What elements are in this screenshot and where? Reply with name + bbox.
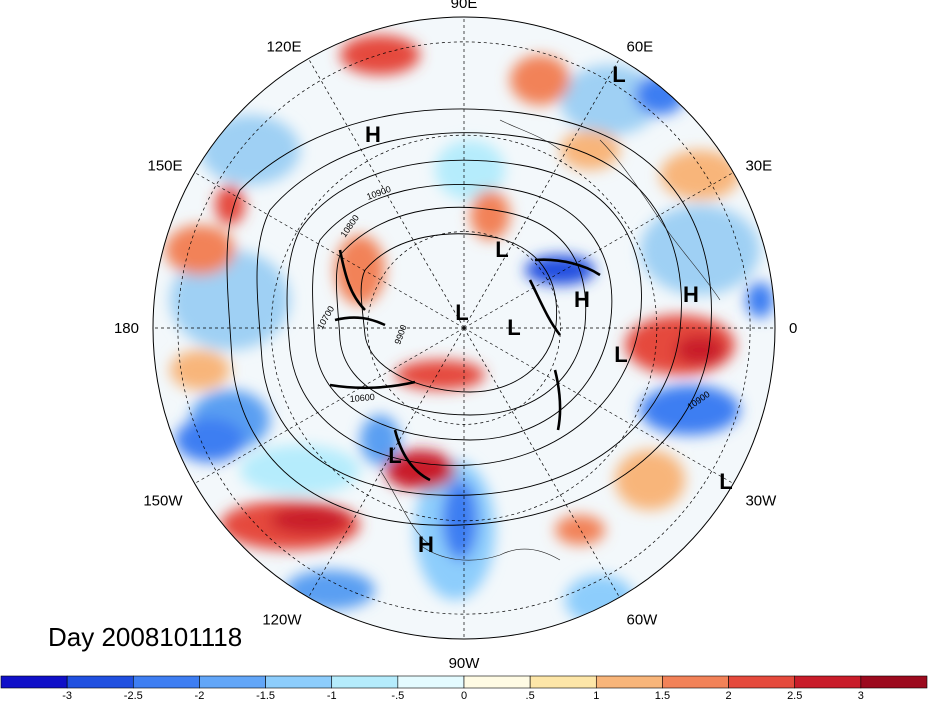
- colorbar-tick-label: -1: [327, 690, 337, 702]
- meridian-line: [463, 327, 734, 484]
- meridian-line: [463, 172, 734, 329]
- colorbar-tick-label: 1: [593, 690, 599, 702]
- colorbar-tick-label: -2.5: [124, 690, 143, 702]
- colorbar-swatch: [132, 675, 200, 689]
- low-pressure-center: L: [455, 300, 468, 325]
- colorbar-swatch: [331, 675, 399, 689]
- colorbar-tick-label: -3: [62, 690, 72, 702]
- jet-streaks: [329, 249, 601, 482]
- colorbar-tick-label: -1.5: [256, 690, 275, 702]
- colorbar-tick-label: .5: [526, 690, 535, 702]
- longitude-label: 90W: [449, 655, 481, 672]
- high-pressure-center: H: [365, 122, 381, 147]
- longitude-label: 30W: [745, 493, 777, 510]
- low-pressure-center: L: [612, 62, 625, 87]
- low-pressure-center: L: [507, 315, 520, 340]
- colorbar-tick-label: 0: [461, 690, 467, 702]
- colorbar-tick-label: 2: [726, 690, 732, 702]
- colorbar-swatch: [199, 675, 266, 689]
- pressure-centers: L H L H H L L L L H L: [365, 62, 733, 557]
- meridian-line: [463, 58, 620, 329]
- graticule: [153, 17, 775, 639]
- colorbar-swatch: [860, 675, 928, 689]
- meridian-line: [463, 327, 620, 598]
- colorbar: -3 -2.5 -2 -1.5 -1 -.5 0 .5 1 1.5 2 2.5 3: [0, 675, 928, 702]
- high-pressure-center: H: [418, 532, 434, 557]
- date-label: Day 2008101118: [48, 622, 242, 652]
- longitude-label: 0: [789, 320, 797, 337]
- colorbar-swatch: [662, 675, 729, 689]
- colorbar-swatch: [66, 675, 134, 689]
- high-pressure-center: H: [574, 287, 590, 312]
- colorbar-swatch: [794, 675, 862, 689]
- longitude-label: 150E: [147, 158, 182, 175]
- colorbar-swatch: [463, 675, 531, 689]
- colorbar-swatch: [0, 675, 68, 689]
- colorbar-tick-label: -.5: [391, 690, 404, 702]
- height-contours: [226, 108, 712, 526]
- contour-label: 10600: [349, 392, 375, 404]
- colorbar-swatch: [265, 675, 333, 689]
- low-pressure-center: L: [614, 342, 627, 367]
- longitude-label: 120W: [262, 611, 302, 628]
- low-pressure-center: L: [719, 469, 732, 494]
- latitude-circle: [270, 134, 658, 522]
- meridian-line: [308, 327, 465, 598]
- high-pressure-center: H: [683, 282, 699, 307]
- colorbar-swatch: [728, 675, 796, 689]
- low-pressure-center: L: [388, 443, 401, 468]
- longitude-labels: 90E 60E 30E 0 30W 60W 90W 120W 150W 180 150E 120E: [114, 0, 797, 672]
- colorbar-tick-label: -2: [195, 690, 205, 702]
- colorbar-tick-label: 1.5: [655, 690, 670, 702]
- colorbar-swatch: [529, 675, 597, 689]
- longitude-label: 180: [114, 320, 139, 337]
- longitude-label: 60W: [627, 611, 659, 628]
- colorbar-swatch: [595, 675, 663, 689]
- coastlines: [379, 119, 721, 561]
- longitude-label: 150W: [143, 493, 183, 510]
- longitude-label: 30E: [745, 158, 772, 175]
- longitude-label: 60E: [627, 39, 654, 56]
- latitude-circle: [177, 41, 751, 615]
- longitude-label: 120E: [266, 39, 301, 56]
- meridian-line: [308, 58, 465, 329]
- colorbar-tick-label: 3: [858, 690, 864, 702]
- longitude-label: 90E: [451, 0, 478, 12]
- colorbar-tick-label: 2.5: [787, 690, 802, 702]
- low-pressure-center: L: [495, 237, 508, 262]
- meridian-line: [194, 327, 465, 484]
- colorbar-swatch: [397, 675, 465, 689]
- latitude-circle: [367, 231, 561, 425]
- meridian-line: [194, 172, 465, 329]
